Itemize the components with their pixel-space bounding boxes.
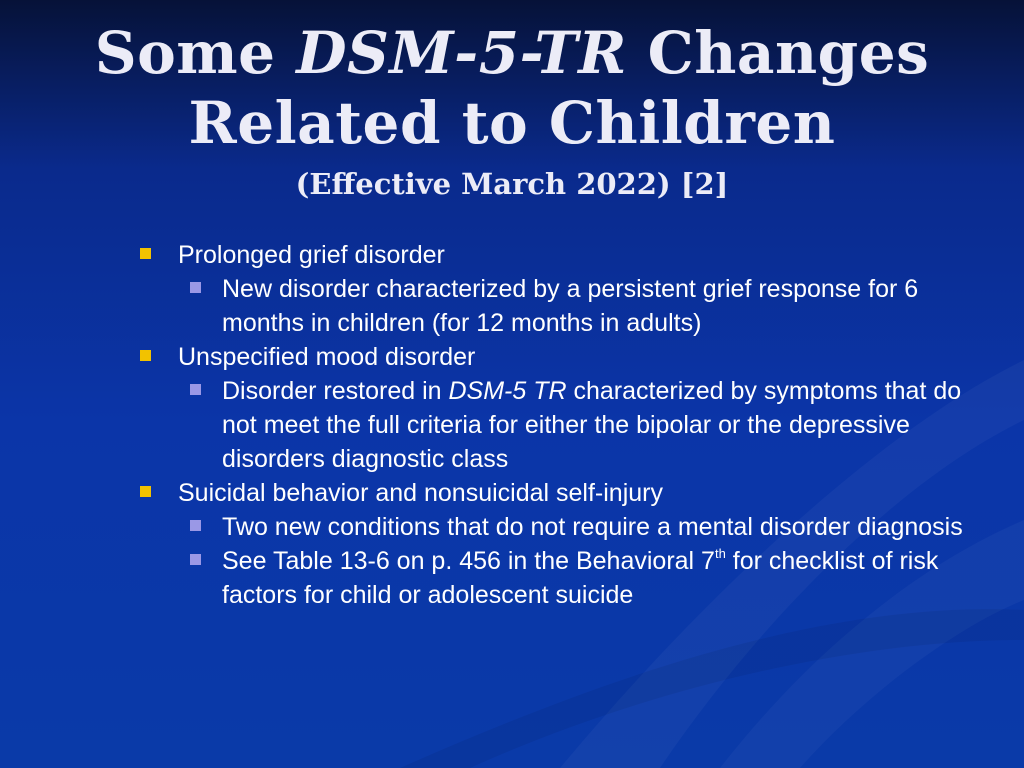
sub-bullet-text-post: characterized by symptoms that do not me… bbox=[222, 377, 962, 473]
slide-title-block: Some DSM-5-TR Changes Related to Childre… bbox=[0, 18, 1024, 204]
bullet-prolonged-grief: Prolonged grief disorder bbox=[138, 238, 978, 272]
slide-subtitle: (Effective March 2022) [2] bbox=[295, 167, 729, 201]
square-bullet-icon bbox=[190, 520, 201, 531]
title-pre: Some bbox=[94, 19, 297, 87]
sub-bullet-text-italic: DSM-5 TR bbox=[448, 377, 567, 405]
sub-bullet-text: New disorder characterized by a persiste… bbox=[222, 275, 919, 337]
bullet-text: Suicidal behavior and nonsuicidal self-i… bbox=[178, 479, 663, 507]
bullet-suicidal-behavior: Suicidal behavior and nonsuicidal self-i… bbox=[138, 476, 978, 510]
square-bullet-icon bbox=[190, 282, 201, 293]
sub-bullet-grief-definition: New disorder characterized by a persiste… bbox=[138, 272, 978, 340]
bullet-unspecified-mood: Unspecified mood disorder bbox=[138, 340, 978, 374]
slide-title-line-1: Some DSM-5-TR Changes bbox=[0, 18, 1024, 88]
square-bullet-icon bbox=[140, 486, 151, 497]
title-dsm-italic: DSM-5-TR bbox=[296, 19, 627, 87]
sub-bullet-table-reference: See Table 13-6 on p. 456 in the Behavior… bbox=[138, 544, 978, 612]
superscript-th: th bbox=[714, 545, 726, 561]
sub-bullet-text: Two new conditions that do not require a… bbox=[222, 513, 963, 541]
bullet-text: Unspecified mood disorder bbox=[178, 343, 476, 371]
square-bullet-icon bbox=[140, 350, 151, 361]
slide-body: Prolonged grief disorder New disorder ch… bbox=[138, 238, 978, 612]
sub-bullet-text-post: for checklist of risk factors for child … bbox=[222, 547, 939, 609]
bullet-text: Prolonged grief disorder bbox=[178, 241, 445, 269]
square-bullet-icon bbox=[190, 554, 201, 565]
square-bullet-icon bbox=[140, 248, 151, 259]
slide-title-line-2: Related to Children bbox=[188, 89, 836, 157]
sub-bullet-text-pre: See Table 13-6 on p. 456 in the Behavior… bbox=[222, 547, 715, 575]
sub-bullet-text-pre: Disorder restored in bbox=[222, 377, 449, 405]
sub-bullet-two-conditions: Two new conditions that do not require a… bbox=[138, 510, 978, 544]
sub-bullet-mood-definition: Disorder restored in DSM-5 TR characteri… bbox=[138, 374, 978, 476]
square-bullet-icon bbox=[190, 384, 201, 395]
title-post: Changes bbox=[626, 19, 930, 87]
